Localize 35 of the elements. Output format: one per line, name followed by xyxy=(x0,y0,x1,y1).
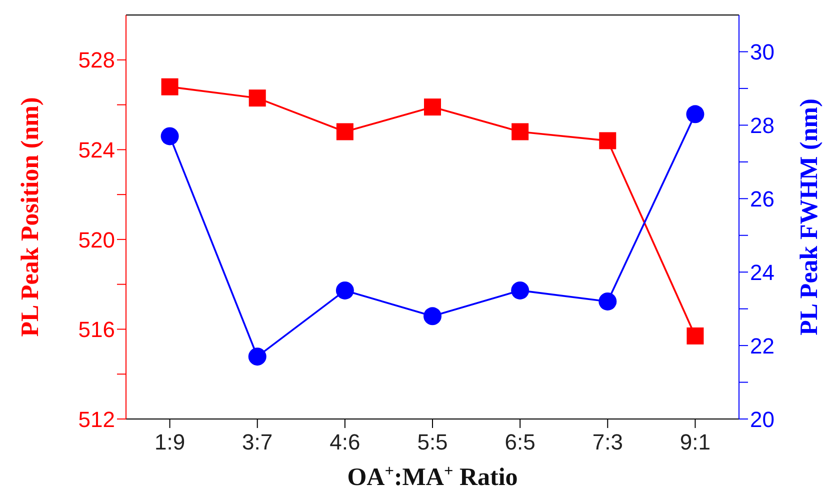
y-tick-label: 524 xyxy=(78,137,115,162)
y2-tick-label: 26 xyxy=(750,186,774,212)
x-tick-label: 4:6 xyxy=(330,430,360,455)
x-tick-label: 5:5 xyxy=(417,430,448,455)
y2-tick-label: 24 xyxy=(750,260,774,285)
point xyxy=(511,281,530,300)
point xyxy=(336,123,354,140)
point xyxy=(512,123,529,140)
point xyxy=(599,132,616,150)
point xyxy=(686,327,704,344)
point xyxy=(160,127,179,146)
point xyxy=(424,98,441,116)
point xyxy=(336,281,354,300)
y-tick-label: 520 xyxy=(78,227,115,252)
x-tick-label: 3:7 xyxy=(242,430,273,455)
x-axis-title: OA$^{+}$:MA$^{+}$ Ratio xyxy=(347,462,518,491)
point xyxy=(248,348,266,366)
y-tick-label: 516 xyxy=(78,317,115,342)
point xyxy=(598,292,617,310)
x-tick-label: 1:9 xyxy=(154,430,186,455)
y2-axis-title: PL Peak FWHM (nm) xyxy=(796,98,822,336)
y2-tick-label: 20 xyxy=(750,406,774,432)
x-tick-label: 6:5 xyxy=(504,430,536,455)
x-tick-label: 9:1 xyxy=(680,430,711,455)
x-tick-label: 7:3 xyxy=(592,430,623,455)
y2-tick-label: 28 xyxy=(750,112,774,138)
y-axis-title: PL Peak Position (nm) xyxy=(16,97,44,337)
point xyxy=(424,307,442,326)
y2-tick-label: 22 xyxy=(750,333,774,358)
y-tick-label: 528 xyxy=(78,48,115,73)
point xyxy=(248,90,266,107)
y2-tick-label: 30 xyxy=(750,40,774,65)
point xyxy=(161,78,178,96)
y-tick-label: 512 xyxy=(78,406,115,432)
point xyxy=(686,105,704,124)
